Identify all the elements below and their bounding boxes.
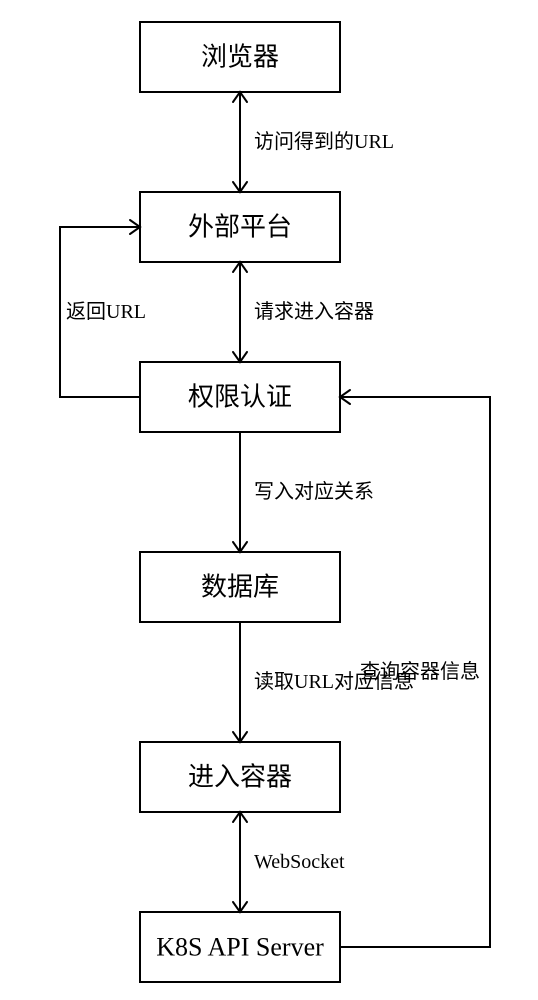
node-platform: 外部平台 [140, 192, 340, 262]
edge-e_auth_platform_left: 返回URL [60, 220, 146, 397]
edge-e_k8s_auth_right: 查询容器信息 [340, 390, 490, 947]
node-auth-label: 权限认证 [188, 383, 292, 412]
edge-e_browser_platform-label: 访问得到的URL [254, 130, 394, 153]
edge-e_auth_platform_left-label: 返回URL [66, 300, 146, 323]
edge-e_auth_db: 写入对应关系 [233, 432, 374, 552]
node-browser-label: 浏览器 [201, 43, 279, 72]
node-database-label: 数据库 [201, 573, 279, 602]
edge-e_enter_k8s: WebSocket [233, 812, 345, 912]
node-k8s-label: K8S API Server [156, 933, 324, 962]
node-enter-label: 进入容器 [188, 763, 292, 792]
edge-e_k8s_auth_right-label: 查询容器信息 [360, 660, 480, 683]
node-k8s: K8S API Server [140, 912, 340, 982]
edge-e_platform_auth-label: 请求进入容器 [254, 300, 374, 323]
edge-e_platform_auth: 请求进入容器 [233, 262, 374, 362]
flowchart-diagram: 浏览器外部平台权限认证数据库进入容器 K8S API Server 访问得到的URL… [0, 0, 538, 1000]
node-auth: 权限认证 [140, 362, 340, 432]
edge-e_enter_k8s-label: WebSocket [254, 851, 345, 873]
node-browser: 浏览器 [140, 22, 340, 92]
node-platform-label: 外部平台 [188, 213, 292, 242]
node-enter: 进入容器 [140, 742, 340, 812]
node-database: 数据库 [140, 552, 340, 622]
edge-e_browser_platform: 访问得到的URL [233, 92, 394, 192]
edge-e_auth_db-label: 写入对应关系 [254, 480, 374, 503]
